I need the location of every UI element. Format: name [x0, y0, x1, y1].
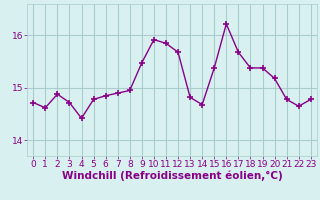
X-axis label: Windchill (Refroidissement éolien,°C): Windchill (Refroidissement éolien,°C) [62, 171, 282, 181]
